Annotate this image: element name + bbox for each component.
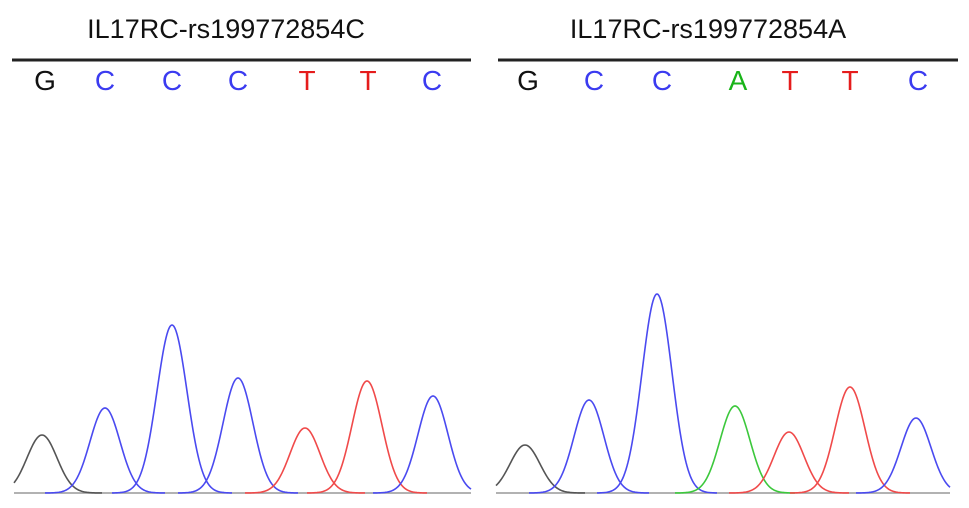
trace-peak [728,431,850,494]
base-letter: T [298,65,315,96]
trace-peak [244,427,366,494]
trace-peak [495,444,585,494]
trace-peak [177,377,299,494]
trace-peak [372,395,472,494]
panel: IL17RC-rs199772854A [496,14,958,494]
trace-peak [596,293,718,494]
trace-peak [856,417,951,494]
trace-peak [789,386,911,494]
base-letter: G [517,65,539,96]
base-letter: G [34,65,56,96]
base-letter: C [162,65,182,96]
base-letter: C [652,65,672,96]
trace-peak [674,405,796,494]
base-letter: C [584,65,604,96]
base-letter: T [359,65,376,96]
panel: IL17RC-rs199772854C [12,14,471,494]
base-letter: T [841,65,858,96]
trace-peak [528,399,650,494]
panel-title: IL17RC-rs199772854A [570,14,846,44]
base-letter: A [729,65,748,96]
base-letter: C [422,65,442,96]
panel-title: IL17RC-rs199772854C [87,14,365,44]
trace-peak [306,380,428,494]
base-letter: C [95,65,115,96]
base-letter: C [228,65,248,96]
base-letter: T [781,65,798,96]
base-letter: C [908,65,928,96]
trace-peak [44,407,166,494]
trace-peak [13,434,103,494]
trace-peak [111,324,233,494]
